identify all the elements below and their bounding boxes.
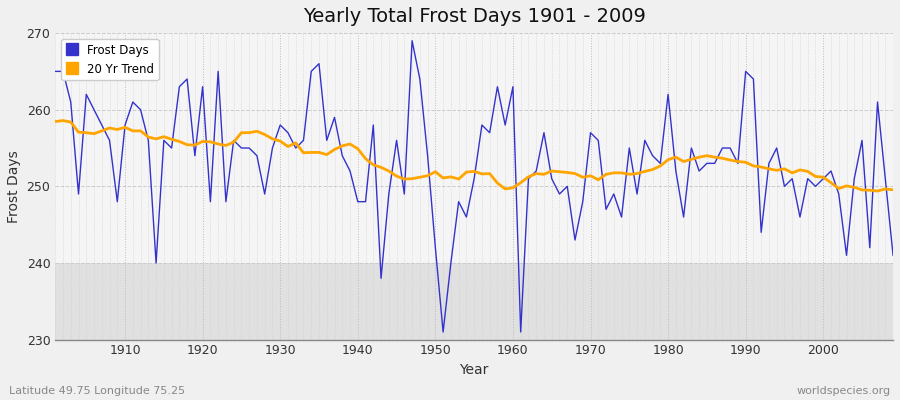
20 Yr Trend xyxy=(120,125,130,130)
20 Yr Trend xyxy=(508,186,518,190)
Line: 20 Yr Trend: 20 Yr Trend xyxy=(55,120,893,191)
Text: worldspecies.org: worldspecies.org xyxy=(796,386,891,396)
Legend: Frost Days, 20 Yr Trend: Frost Days, 20 Yr Trend xyxy=(61,39,158,80)
Title: Yearly Total Frost Days 1901 - 2009: Yearly Total Frost Days 1901 - 2009 xyxy=(302,7,645,26)
20 Yr Trend xyxy=(50,119,60,124)
Frost Days xyxy=(329,115,340,120)
Line: Frost Days: Frost Days xyxy=(55,41,893,332)
20 Yr Trend xyxy=(608,170,619,175)
Text: Latitude 49.75 Longitude 75.25: Latitude 49.75 Longitude 75.25 xyxy=(9,386,185,396)
Frost Days xyxy=(437,330,448,334)
Frost Days xyxy=(407,38,418,43)
20 Yr Trend xyxy=(58,118,68,123)
Frost Days xyxy=(516,330,526,334)
20 Yr Trend xyxy=(516,180,526,185)
20 Yr Trend xyxy=(887,188,898,192)
Frost Days xyxy=(616,215,627,220)
20 Yr Trend xyxy=(337,144,347,148)
Frost Days xyxy=(523,176,534,181)
Y-axis label: Frost Days: Frost Days xyxy=(7,150,21,223)
Frost Days xyxy=(887,253,898,258)
Frost Days xyxy=(50,69,60,74)
Bar xyxy=(55,263,893,340)
20 Yr Trend xyxy=(872,189,883,194)
Frost Days xyxy=(283,130,293,135)
20 Yr Trend xyxy=(291,140,302,145)
Frost Days xyxy=(112,199,122,204)
X-axis label: Year: Year xyxy=(460,363,489,377)
